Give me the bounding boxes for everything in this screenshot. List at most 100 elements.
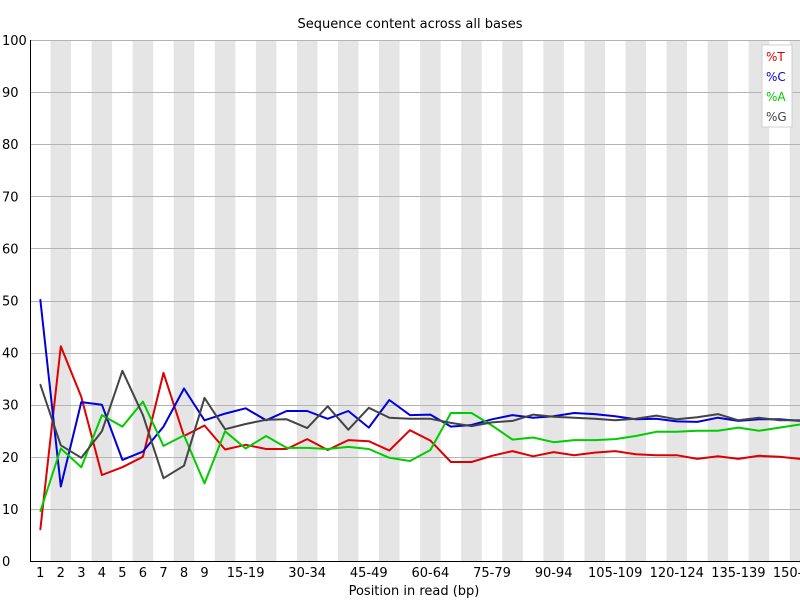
data-point: [450, 422, 452, 424]
band: [625, 40, 646, 561]
legend-label: %G: [766, 110, 787, 124]
y-tick-label: 40: [2, 347, 19, 362]
data-point: [368, 427, 370, 429]
data-point: [60, 345, 62, 347]
series-line: [39, 369, 800, 480]
chart-title: Sequence content across all bases: [297, 17, 522, 32]
legend: %T %C %A %G: [761, 44, 793, 128]
data-point: [532, 417, 534, 419]
x-tick-label: 90-94: [535, 566, 573, 581]
band: [296, 40, 318, 561]
data-point: [60, 447, 62, 450]
data-point: [368, 407, 370, 409]
data-point: [80, 466, 82, 468]
data-point: [409, 429, 411, 431]
data-point: [429, 440, 431, 442]
data-point: [162, 445, 165, 447]
data-point: [347, 439, 349, 441]
y-tick-label: 60: [2, 242, 19, 257]
series-lines: [39, 298, 800, 531]
x-tick-label: 9: [200, 566, 208, 581]
data-point: [224, 428, 226, 430]
data-point: [696, 458, 698, 460]
data-point: [265, 435, 267, 437]
data-point: [655, 454, 657, 456]
data-point: [203, 482, 206, 484]
data-point: [101, 474, 103, 476]
data-point: [655, 415, 657, 417]
data-point: [655, 431, 657, 433]
data-point: [594, 439, 596, 441]
data-point: [101, 404, 103, 406]
x-tick-label: 7: [159, 566, 167, 581]
data-point: [511, 450, 514, 452]
x-tick-labels: 1 2 3 4 5 6 7 8 9 15-19 30-34 45-49 60-64 75-79 90-94 1…: [36, 566, 800, 581]
data-point: [101, 430, 103, 432]
x-tick-label: 2: [57, 566, 65, 581]
data-point: [717, 430, 719, 432]
data-point: [676, 454, 678, 456]
data-point: [306, 438, 308, 440]
data-point: [573, 439, 575, 441]
y-tick-labels: 0 10 20 30 40 50 60 70 80 90 100: [2, 34, 27, 570]
data-point: [470, 461, 473, 463]
data-point: [573, 412, 575, 414]
data-point: [429, 413, 431, 416]
series-line: [39, 400, 800, 512]
y-tick-label: 100: [2, 34, 27, 49]
data-point: [553, 441, 555, 443]
band: [91, 40, 113, 561]
data-point: [101, 414, 103, 416]
band: [666, 40, 688, 561]
y-tick-label: 90: [2, 86, 19, 101]
y-tick-label: 10: [2, 503, 19, 518]
data-point: [388, 417, 390, 419]
data-point: [80, 457, 82, 459]
data-point: [429, 449, 431, 451]
data-point: [388, 449, 390, 452]
data-point: [758, 430, 760, 432]
data-point: [245, 444, 247, 446]
data-point: [778, 419, 781, 421]
data-point: [347, 410, 349, 412]
data-point: [470, 412, 473, 414]
x-tick-label: 105-109: [588, 566, 642, 581]
data-point: [491, 418, 493, 420]
data-point: [532, 455, 534, 457]
data-point: [286, 418, 288, 420]
data-point: [286, 447, 288, 449]
data-point: [142, 400, 144, 403]
x-tick-label: 75-79: [473, 566, 511, 581]
data-point: [368, 440, 370, 442]
data-point: [39, 510, 41, 513]
data-point: [409, 460, 411, 462]
data-point: [286, 410, 288, 412]
data-point: [306, 410, 308, 412]
band: [543, 40, 564, 561]
data-point: [409, 414, 411, 416]
y-tick-label: 50: [2, 295, 19, 310]
data-point: [429, 418, 431, 420]
y-tick-label: 30: [2, 399, 19, 414]
data-point: [491, 421, 493, 424]
data-point: [245, 423, 247, 425]
data-point: [696, 430, 698, 432]
data-point: [347, 429, 349, 431]
data-point: [614, 415, 616, 417]
data-point: [491, 424, 493, 427]
data-point: [80, 396, 82, 398]
data-point: [614, 438, 616, 440]
data-point: [614, 450, 616, 452]
data-point: [121, 459, 123, 461]
data-point: [327, 448, 329, 450]
data-point: [594, 413, 596, 415]
series-line: [39, 345, 800, 530]
x-tick-label: 3: [77, 566, 85, 581]
data-point: [306, 447, 308, 449]
data-point: [327, 405, 329, 407]
data-point: [676, 431, 678, 433]
x-tick-label: 30-34: [288, 566, 326, 581]
x-tick-label: 5: [118, 566, 126, 581]
legend-label: %T: [766, 50, 785, 64]
data-point: [594, 452, 596, 454]
